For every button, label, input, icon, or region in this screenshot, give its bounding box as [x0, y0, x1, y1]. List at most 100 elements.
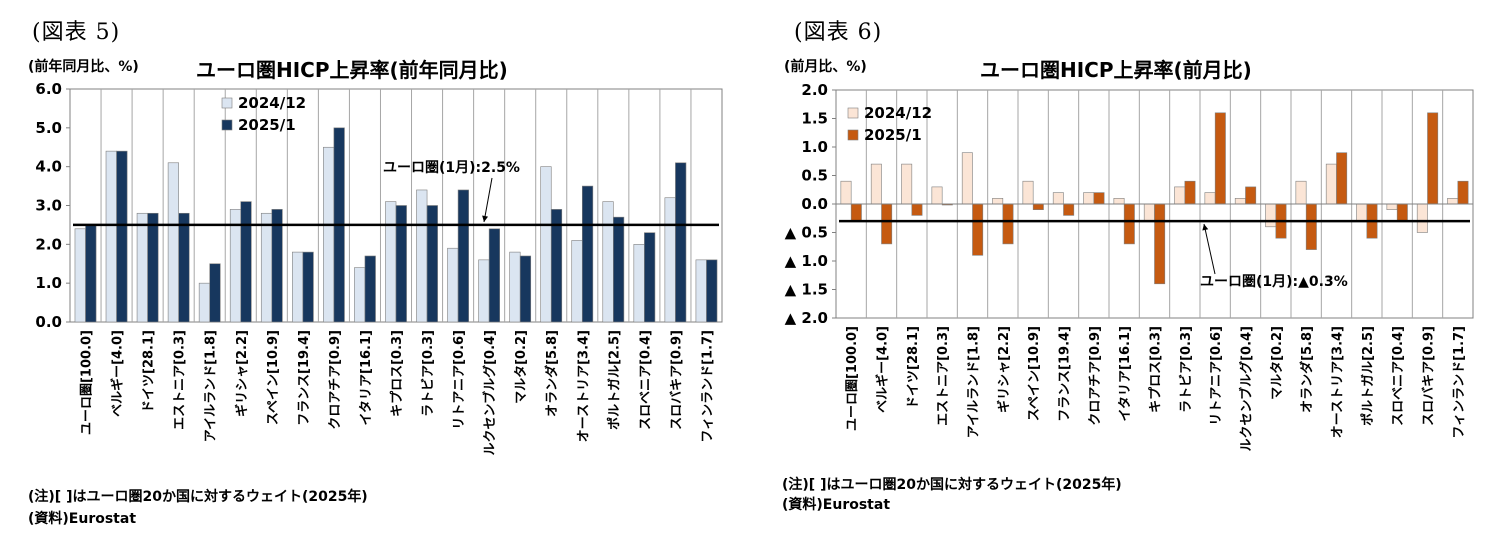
- bar: [271, 209, 283, 323]
- bar: [229, 209, 242, 323]
- source-text: (資料)Eurostat: [28, 511, 137, 527]
- bar: [447, 247, 459, 323]
- note-text: (注)[ ]はユーロ圏20か国に対するウェイト(2025年): [782, 477, 1122, 493]
- annotation-arrow: [1203, 223, 1216, 275]
- reference-label: ユーロ圏(1月):▲0.3%: [1200, 274, 1348, 290]
- y-tick-label: 0.5: [801, 167, 828, 185]
- bar: [931, 186, 943, 205]
- x-tick-label: エストニア[0.3]: [936, 326, 951, 426]
- x-tick-label: スロバキア[0.9]: [669, 330, 684, 430]
- chart-title: ユーロ圏HICP上昇率(前年同月比): [196, 58, 508, 82]
- bar: [457, 189, 469, 323]
- x-tick-label: オランダ[5.8]: [1299, 326, 1315, 413]
- bar: [426, 205, 438, 323]
- bar: [488, 228, 500, 323]
- x-tick-label: リトアニア[0.6]: [452, 330, 467, 430]
- y-tick-label: ▲ 1.0: [785, 252, 828, 270]
- bar: [901, 163, 913, 205]
- bar-chart: ▲ 2.0 ▲ 1.5 ▲ 1.0 ▲ 0.5 0.0 0.5 1.0 1.5 2.0 ユーロ圏(…: [785, 81, 1474, 452]
- x-tick-label: スペイン[10.9]: [1027, 326, 1042, 421]
- x-tick-label: イタリア[16.1]: [1118, 326, 1133, 421]
- bar: [1052, 192, 1064, 205]
- bar: [1002, 203, 1014, 245]
- bar: [1427, 112, 1439, 205]
- bar: [105, 150, 117, 323]
- source-text: (資料)Eurostat: [782, 497, 891, 513]
- y-tick-label: ▲ 2.0: [785, 309, 828, 327]
- bar: [364, 255, 376, 323]
- figure-label: (図表 6): [794, 20, 883, 45]
- bar: [1154, 203, 1166, 285]
- x-tick-label: ギリシャ[2.2]: [996, 326, 1012, 413]
- x-tick-label: キプロス[0.3]: [390, 330, 405, 417]
- bar: [1184, 180, 1196, 205]
- x-tick-label: リトアニア[0.6]: [1209, 326, 1224, 426]
- legend-label: 2024/12: [238, 94, 306, 112]
- legend-label: 2025/1: [238, 116, 296, 134]
- x-tick-label: フランス[19.4]: [1058, 326, 1073, 422]
- bar-chart: 0.0 1.0 2.0 3.0 4.0 5.0 6.0 ユーロ圏(1月):2.5% 2024/1…: [35, 80, 723, 456]
- unit-label: (前月比、%): [784, 59, 867, 75]
- reference-label: ユーロ圏(1月):2.5%: [383, 160, 520, 176]
- x-tick-label: ラトビア[0.3]: [420, 330, 436, 417]
- x-tick-label: エストニア[0.3]: [173, 330, 188, 430]
- bar: [840, 180, 852, 205]
- bar: [1416, 203, 1428, 233]
- bar: [992, 198, 1004, 205]
- bar: [240, 201, 252, 323]
- bar: [961, 152, 973, 205]
- bar: [416, 189, 428, 323]
- x-tick-label: フランス[19.4]: [297, 330, 312, 426]
- bar: [850, 203, 862, 222]
- bar: [1356, 203, 1368, 222]
- bar: [292, 251, 304, 323]
- chart-title: ユーロ圏HICP上昇率(前月比): [980, 58, 1252, 82]
- x-tick-label: スロバキア[0.9]: [1422, 326, 1437, 426]
- bar: [1063, 203, 1075, 216]
- y-tick-label: ▲ 1.5: [785, 281, 828, 299]
- x-tick-label: スロベニア[0.4]: [638, 330, 653, 430]
- x-tick-label: マルタ[0.2]: [1270, 326, 1285, 400]
- x-tick-label: ベルギー[4.0]: [875, 326, 891, 413]
- legend-swatch: [847, 129, 859, 141]
- bar: [706, 259, 718, 323]
- bar: [1336, 152, 1348, 205]
- note-text: (注)[ ]はユーロ圏20か国に対するウェイト(2025年): [28, 489, 368, 505]
- bar: [1447, 198, 1459, 205]
- y-tick-label: 2.0: [35, 235, 62, 253]
- legend-swatch: [221, 119, 233, 131]
- bar: [1032, 203, 1044, 210]
- y-tick-label: 1.5: [801, 110, 828, 128]
- x-tick-label: ポルトガル[2.5]: [606, 330, 622, 430]
- bar: [167, 162, 179, 323]
- x-tick-label: フィンランド[1.7]: [700, 330, 715, 443]
- bar: [881, 203, 893, 245]
- bar: [571, 240, 583, 323]
- bar: [1386, 203, 1398, 210]
- bar: [354, 267, 366, 323]
- y-tick-label: 0.0: [801, 195, 828, 213]
- arrow-head: [1202, 224, 1209, 231]
- bar: [1083, 192, 1095, 205]
- x-tick-label: クロアチア[0.9]: [328, 330, 343, 430]
- x-tick-label: ベルギー[4.0]: [110, 330, 126, 417]
- x-tick-label: ルクセンブルグ[0.4]: [1239, 326, 1255, 452]
- bar: [664, 197, 676, 323]
- bar: [478, 259, 490, 323]
- x-tick-label: ギリシャ[2.2]: [234, 330, 250, 417]
- bar: [1325, 163, 1337, 205]
- x-tick-label: スロベニア[0.4]: [1391, 326, 1406, 426]
- bar: [644, 232, 656, 323]
- x-tick-label: キプロス[0.3]: [1149, 326, 1164, 413]
- bar: [613, 216, 625, 323]
- bar: [519, 255, 532, 323]
- unit-label: (前年同月比、%): [28, 59, 139, 75]
- bar: [1265, 203, 1277, 228]
- x-tick-label: フィンランド[1.7]: [1452, 326, 1467, 439]
- bar: [385, 201, 397, 323]
- bar: [695, 259, 707, 323]
- x-tick-label: スペイン[10.9]: [266, 330, 281, 425]
- x-tick-label: ドイツ[28.1]: [906, 326, 921, 409]
- x-tick-label: ルクセンブルグ[0.4]: [482, 330, 498, 456]
- legend-swatch: [221, 97, 233, 109]
